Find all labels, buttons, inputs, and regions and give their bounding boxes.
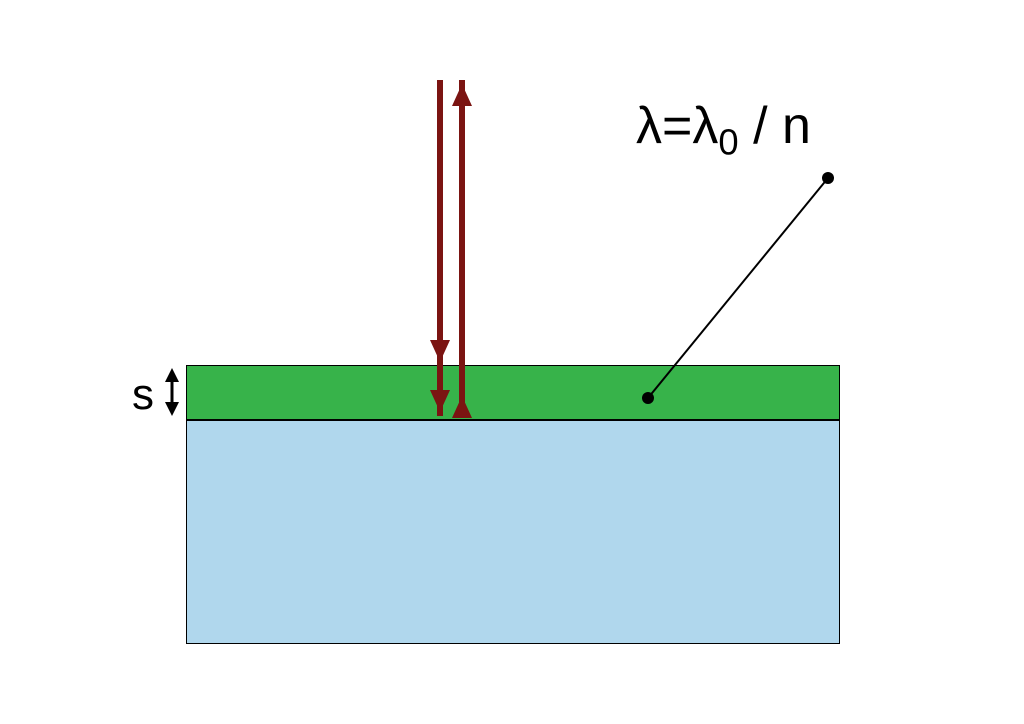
thickness-label: s: [132, 370, 154, 420]
lambda-pointer: [642, 172, 834, 404]
incident-ray-arrow: [430, 80, 450, 416]
lambda-formula-sub: 0: [718, 122, 738, 163]
diagram-overlay: [0, 0, 1024, 724]
lambda-formula-post: / n: [739, 97, 811, 155]
reflected-ray-arrow: [452, 80, 472, 418]
lambda-formula-pre: λ=λ: [636, 97, 718, 155]
thickness-marker: [165, 368, 179, 416]
lambda-formula: λ=λ0 / n: [636, 96, 811, 163]
